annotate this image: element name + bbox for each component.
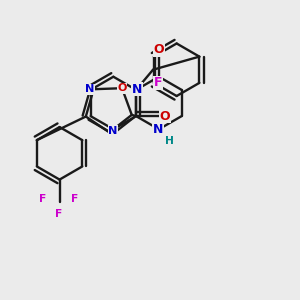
Text: N: N: [85, 84, 95, 94]
Text: F: F: [39, 194, 46, 204]
Text: N: N: [108, 126, 118, 136]
Text: N: N: [153, 124, 164, 136]
Text: F: F: [154, 76, 162, 89]
Text: O: O: [117, 83, 127, 93]
Text: F: F: [71, 194, 78, 204]
Text: H: H: [166, 136, 174, 146]
Text: O: O: [154, 43, 164, 56]
Text: O: O: [159, 110, 170, 123]
Text: F: F: [55, 209, 62, 219]
Text: N: N: [132, 83, 142, 96]
